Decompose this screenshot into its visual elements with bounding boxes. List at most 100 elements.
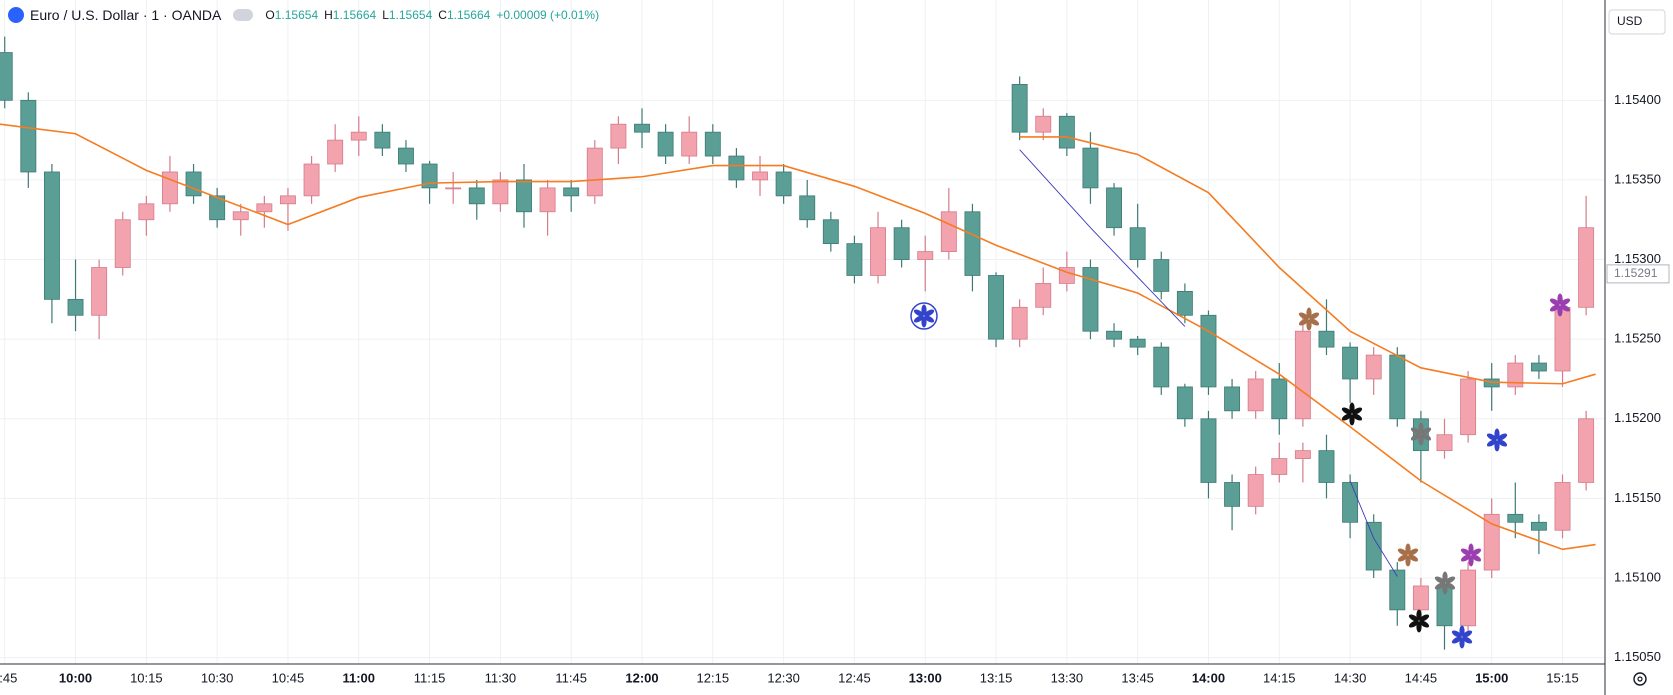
candle-body [752,171,768,181]
visibility-toggle[interactable] [233,9,254,21]
candle-body [374,131,391,149]
candle-body [1011,83,1028,133]
x-tick-label: 11:15 [414,670,446,685]
ohlc-value: 1.15664 [446,8,491,22]
marker-ring [910,302,938,330]
candle-body [0,52,13,101]
candle-body [917,251,934,260]
ohlc-value: 1.15654 [388,8,433,22]
x-tick-label: 15:00 [1475,670,1508,685]
candle-body [1106,187,1123,229]
marker-icon [1450,625,1474,649]
candle-body [1153,346,1170,388]
candle-body [1578,418,1595,483]
time-axis-bg [0,664,1605,695]
candle-body [138,203,155,221]
x-tick-label: 14:30 [1334,670,1367,685]
line-series [1019,136,1596,385]
candle-body [421,163,438,189]
axes: 1.15050 1.15100 1.15150 1.15200 1.15250 1.153… [0,92,1670,685]
y-tick-label: 1.15350 [1614,171,1661,186]
candle-body [1011,306,1028,340]
x-tick-label: 12:15 [697,670,730,685]
candle-body [1271,458,1288,475]
candle-body [445,187,462,190]
candle-body [775,171,792,197]
candle-body [1318,450,1335,483]
candle-body [1247,474,1264,507]
y-tick-label: 1.15400 [1614,92,1661,107]
candle-body [1342,482,1359,523]
grid [0,0,1605,664]
line-series [1349,480,1398,577]
candle-body [67,298,84,316]
candle-body [1530,521,1547,531]
candle-body [799,195,816,221]
last-price-box [1606,264,1670,284]
candle-body [468,187,485,205]
candle-body [1554,306,1571,372]
x-tick-label: 14:00 [1192,670,1225,685]
x-tick-label: 9:45 [0,670,17,685]
candle-body [940,211,957,252]
candle-body [1082,147,1099,189]
candle-body [681,131,698,157]
settings-icon[interactable] [1633,672,1647,686]
x-tick-label: 11:30 [485,670,517,685]
candle-body [846,243,863,276]
candle-body [1247,378,1264,412]
candle-body [893,227,910,260]
candle-body [1460,569,1477,627]
candle-body [209,195,226,221]
marker-icon [1459,543,1483,567]
candle-body [634,123,650,133]
candle-body [610,123,627,149]
ohlc-change: +0.00009 (+0.01%) [496,8,600,22]
candle-body [586,147,603,197]
candle-body [1129,227,1146,260]
x-tick-label: 13:15 [980,670,1013,685]
candle-body [563,187,580,197]
x-tick-label: 10:00 [59,670,92,685]
x-tick-label: 10:30 [201,670,234,685]
candle-body [1483,513,1500,571]
symbol-logo [8,7,24,23]
candle-body [1224,386,1241,412]
candle-body [1035,283,1052,308]
x-tick-label: 12:45 [838,670,871,685]
candle-body [1365,354,1382,380]
candle-body [1436,434,1453,452]
candle-body [1200,314,1217,388]
candle-body [1271,378,1288,420]
markers [910,293,1572,649]
candle-body [1200,418,1217,483]
candle-body [303,163,320,197]
x-tick-label: 10:15 [130,670,163,685]
currency-button[interactable] [1608,9,1666,35]
candle-body [327,139,344,165]
symbol-title[interactable]: Euro / U.S. Dollar · 1 · OANDA [30,7,222,23]
currency-label[interactable]: USD [1617,14,1643,28]
candle-body [539,187,556,213]
candle-body [398,147,414,165]
x-tick-label: 14:45 [1405,670,1438,685]
price-axis-bg [1605,0,1673,695]
settings-button[interactable] [1633,672,1647,686]
candle-body [1129,338,1146,348]
candle-body [1082,267,1099,332]
header: Euro / U.S. Dollar · 1 · OANDA O1.15654 H… [8,7,599,23]
ohlc-key: O [265,8,275,22]
settings-icon-center[interactable] [1637,676,1643,682]
candle-body [232,211,249,221]
candle-body [1035,115,1052,133]
ohlc-value: 1.15654 [274,8,319,22]
ohlc-item: H1.15664 [324,8,376,22]
candle-body [256,203,273,213]
candle-body [1342,346,1359,380]
x-tick-label: 14:15 [1263,670,1296,685]
x-tick-label: 10:45 [272,670,305,685]
candle-body [1365,521,1382,571]
candle-body [492,179,509,205]
y-tick-label: 1.15300 [1614,251,1661,266]
